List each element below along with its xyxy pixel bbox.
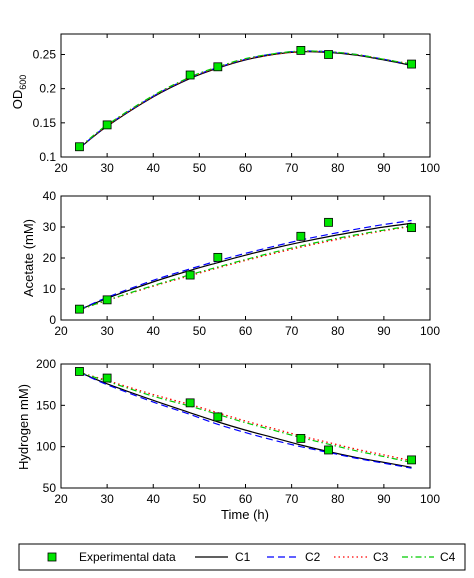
y-tick-label: 100: [36, 440, 56, 454]
hydrogen-panel: Hydrogen mM) Time (h) 20 30 40 50 60 70 80 90 10…: [16, 357, 440, 522]
series-c3-line: [79, 225, 412, 311]
experimental-point: [407, 455, 416, 465]
x-tick-label: 40: [147, 161, 161, 175]
acetate-ylabel: Acetate (mM): [21, 219, 36, 297]
experimental-point: [324, 445, 333, 455]
x-tick-label: 60: [239, 324, 253, 338]
experimental-point: [185, 398, 195, 408]
acetate-panel: Acetate (mM) 20 30 40 50 60 70 80 90 100 0 10 20 30 4…: [21, 189, 440, 338]
y-tick-label: 10: [43, 282, 57, 296]
y-tick-label: 40: [43, 189, 57, 203]
experimental-point: [102, 373, 112, 383]
experimental-point: [213, 62, 223, 72]
x-tick-label: 20: [54, 492, 68, 506]
experimental-point: [296, 231, 306, 241]
x-tick-label: 50: [193, 161, 207, 175]
y-tick-label: 150: [36, 398, 56, 412]
y-tick-label: 0.1: [39, 150, 56, 164]
x-tick-label: 30: [100, 324, 114, 338]
plot-frame: [60, 195, 431, 321]
x-tick-label: 80: [331, 161, 345, 175]
x-tick-label: 90: [377, 161, 391, 175]
experimental-point: [213, 252, 223, 262]
series-c1-line: [79, 51, 412, 149]
plot-frame: [60, 33, 431, 158]
experimental-point: [185, 70, 195, 80]
experimental-point: [407, 223, 416, 233]
y-tick-label: 0.25: [33, 48, 57, 62]
series-c4-line: [79, 225, 412, 311]
x-tick-label: 70: [285, 492, 299, 506]
experimental-point: [213, 412, 223, 422]
x-tick-label: 40: [147, 492, 161, 506]
series-c3-line: [79, 50, 412, 148]
series-c2-line: [79, 371, 412, 469]
x-tick-label: 30: [100, 161, 114, 175]
x-tick-label: 40: [147, 324, 161, 338]
series-c1-line: [79, 222, 412, 311]
x-tick-label: 30: [100, 492, 114, 506]
legend: Experimental data C1 C2 C3 C4: [18, 543, 466, 571]
y-tick-label: 0.15: [33, 116, 57, 130]
experimental-point: [324, 50, 333, 59]
x-tick-label: 80: [331, 492, 345, 506]
x-tick-label: 100: [420, 492, 440, 506]
y-tick-label: 0: [49, 313, 56, 327]
y-tick-label: 200: [36, 357, 56, 371]
experimental-point: [185, 270, 195, 280]
series-group: [79, 50, 412, 149]
x-tick-label: 100: [420, 161, 440, 175]
legend-label-experimental: Experimental data: [79, 550, 176, 564]
experimental-point: [102, 295, 112, 305]
series-c1-line: [79, 371, 412, 468]
series-c4-line: [79, 50, 412, 148]
experimental-point: [102, 120, 112, 130]
series-group: [79, 371, 412, 469]
series-c2-line: [79, 219, 412, 311]
experimental-point: [407, 59, 416, 69]
legend-box: [18, 543, 466, 571]
experimental-point: [324, 217, 333, 227]
od600-ylabel: OD600: [10, 75, 28, 110]
x-tick-label: 60: [239, 161, 253, 175]
series-c2-line: [79, 50, 412, 149]
y-tick-label: 50: [43, 481, 57, 495]
hydrogen-ylabel: Hydrogen mM): [16, 384, 31, 470]
experimental-point: [75, 304, 84, 314]
experimental-point: [296, 433, 306, 443]
od600-panel: OD600 20 30 40 50 60 70 80 90 100 0.1 0.15 0.2 0.25: [10, 33, 440, 175]
x-tick-label: 50: [193, 324, 207, 338]
x-tick-label: 60: [239, 492, 253, 506]
y-tick-label: 30: [43, 220, 57, 234]
x-tick-label: 50: [193, 492, 207, 506]
x-tick-label: 20: [54, 324, 68, 338]
x-tick-label: 90: [377, 324, 391, 338]
legend-label-c4: C4: [440, 550, 456, 564]
series-c4-line: [79, 371, 412, 463]
y-tick-label: 0.2: [39, 82, 56, 96]
series-group: [79, 219, 412, 311]
x-tick-label: 80: [331, 324, 345, 338]
x-tick-label: 100: [420, 324, 440, 338]
legend-label-c2: C2: [305, 550, 321, 564]
y-tick-label: 20: [43, 251, 57, 265]
experimental-point: [296, 46, 306, 55]
x-tick-label: 90: [377, 492, 391, 506]
experimental-point: [75, 367, 84, 376]
legend-label-c3: C3: [373, 550, 389, 564]
legend-label-c1: C1: [235, 550, 251, 564]
legend-marker-experimental: [47, 552, 57, 562]
plot-frame: [60, 363, 431, 489]
x-tick-label: 70: [285, 161, 299, 175]
experimental-point: [75, 142, 84, 152]
x-tick-label: 70: [285, 324, 299, 338]
time-xlabel: Time (h): [221, 507, 269, 522]
series-c3-line: [79, 371, 412, 462]
x-tick-label: 20: [54, 161, 68, 175]
